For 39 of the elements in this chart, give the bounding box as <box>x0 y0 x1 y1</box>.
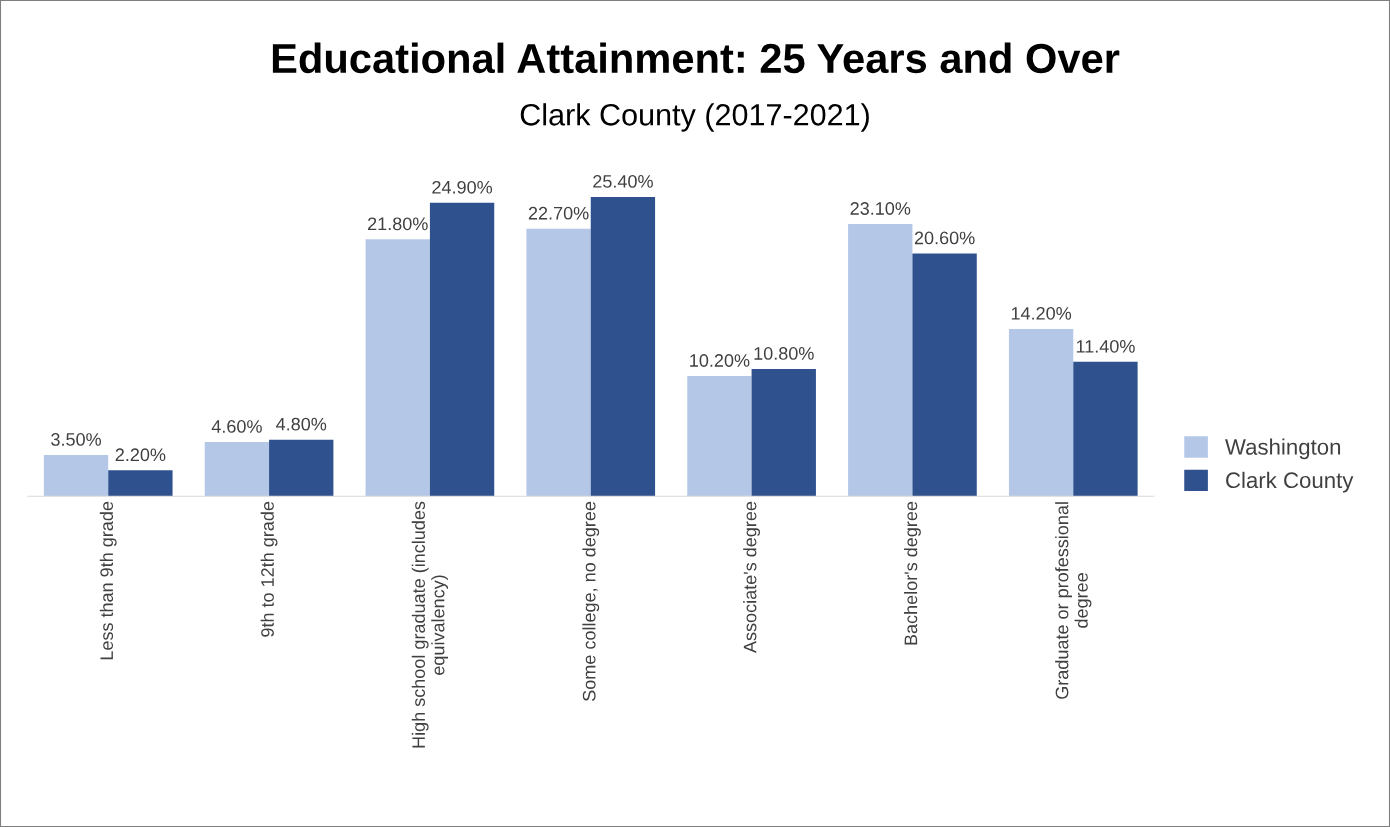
bar <box>269 439 334 497</box>
x-tick-label: Associate's degree <box>743 501 761 654</box>
bar <box>687 376 752 497</box>
legend-label: Washington <box>1225 438 1341 460</box>
x-tick-label: Bachelor's degree <box>904 501 921 645</box>
data-label: 21.80% <box>368 217 428 231</box>
chart-subtitle: Clark County (2017-2021) <box>520 103 869 132</box>
data-label: 3.50% <box>51 433 102 446</box>
bar <box>912 253 977 497</box>
bar <box>848 224 913 497</box>
legend-label: Clark County <box>1226 471 1354 493</box>
data-label: 23.10% <box>850 202 911 215</box>
bar <box>204 442 270 497</box>
chart-title: Educational Attainment: 25 Years and Over <box>272 42 1120 74</box>
bar <box>751 368 816 497</box>
data-label: 4.80% <box>276 417 327 431</box>
bar <box>365 239 430 497</box>
data-label: 11.40% <box>1076 339 1135 353</box>
data-label: 22.70% <box>528 206 589 220</box>
bar <box>526 228 591 497</box>
data-label: 24.90% <box>432 180 493 194</box>
data-label: 10.20% <box>690 354 750 367</box>
bar <box>43 454 109 497</box>
bar <box>429 202 495 497</box>
bar <box>108 470 173 497</box>
bar <box>590 196 656 497</box>
bar <box>1073 361 1138 497</box>
data-label: 4.60% <box>211 420 262 433</box>
x-tick-label: Some college, no degree <box>582 501 600 701</box>
x-tick-label: Graduate or professional degree <box>1055 502 1092 699</box>
data-label: 20.60% <box>914 231 975 245</box>
data-label: 25.40% <box>593 174 653 188</box>
x-tick-label: Less than 9th grade <box>99 501 117 660</box>
bar <box>1008 328 1074 497</box>
data-label: 10.80% <box>754 347 814 360</box>
x-tick-label: 9th to 12th grade <box>260 501 278 637</box>
x-tick-label: High school graduate (includes equivalency) <box>411 501 449 748</box>
data-label: 2.20% <box>115 448 166 462</box>
data-label: 14.20% <box>1011 306 1072 320</box>
